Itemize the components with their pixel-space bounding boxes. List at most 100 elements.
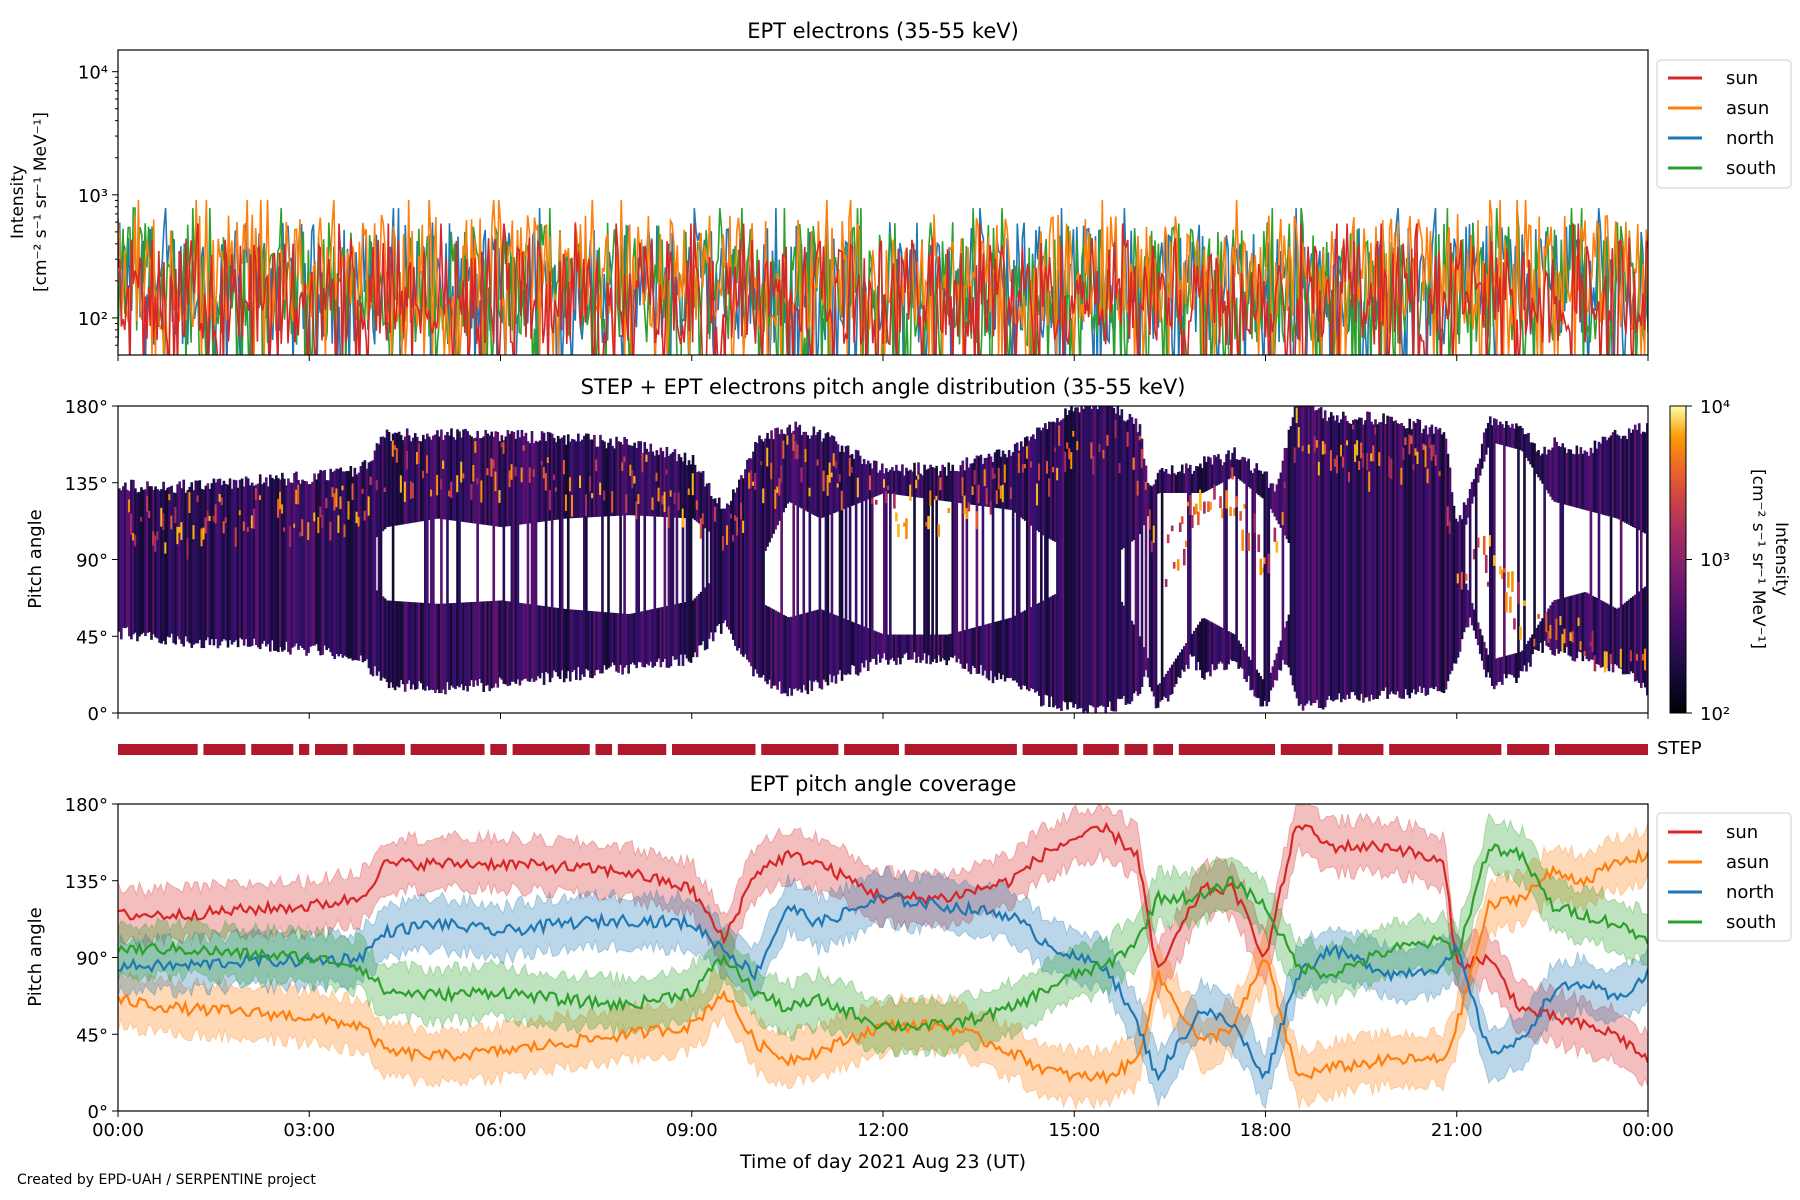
pad-heat-cell — [619, 442, 622, 665]
pad-heat-cell — [776, 486, 779, 494]
pad-heat-cell — [1579, 447, 1583, 509]
pad-heat-cell — [170, 485, 173, 634]
intensity-ylabel-line1: Intensity — [8, 165, 28, 239]
pad-heat-cell — [1368, 471, 1371, 492]
pad-heat-cell — [1148, 509, 1152, 530]
pad-heat-cell — [1589, 641, 1593, 647]
pad-heat-cell — [880, 633, 884, 659]
pad-heat-cell — [1611, 606, 1615, 673]
pad-heat-cell — [331, 487, 335, 498]
pad-heat-cell — [532, 469, 536, 477]
pad-heat-cell — [623, 456, 626, 463]
pad-heat-cell — [1591, 630, 1595, 653]
y-tick-label: 90° — [76, 949, 108, 970]
pad-heat-cell — [848, 457, 852, 477]
pad-heat-cell — [583, 435, 586, 677]
pad-heat-cell — [464, 428, 467, 523]
pad-heat-cell — [721, 535, 725, 551]
pad-heat-cell — [951, 464, 955, 658]
pad-heat-cell — [1321, 418, 1325, 710]
pad-heat-cell — [868, 475, 872, 491]
pad-heat-cell — [977, 484, 981, 504]
pad-heat-cell — [335, 488, 339, 508]
pad-heat-cell — [403, 481, 407, 502]
pad-heat-cell — [448, 490, 451, 497]
pad-heat-cell — [868, 463, 872, 663]
pad-heat-cell — [508, 470, 512, 488]
pad-heat-cell — [1036, 483, 1039, 506]
coverage-legend-box — [1656, 812, 1792, 942]
pad-heat-cell — [395, 432, 399, 526]
pad-heat-cell — [1009, 487, 1013, 500]
pad-heat-cell — [1174, 474, 1178, 493]
pad-heat-cell — [870, 498, 874, 505]
pad-heat-cell — [589, 610, 592, 678]
pad-heat-cell — [1066, 442, 1069, 449]
pad-heat-cell — [1243, 650, 1246, 680]
pad-heat-cell — [1460, 571, 1464, 590]
intensity-legend-box — [1656, 59, 1792, 189]
pad-heat-cell — [790, 432, 794, 504]
pad-heat-cell — [997, 467, 1001, 490]
pad-heat-cell — [1189, 495, 1192, 516]
pad-heat-cell — [1182, 473, 1186, 493]
pad-heat-cell — [725, 503, 729, 627]
pad-heat-cell — [345, 470, 349, 658]
pad-heat-cell — [1281, 460, 1285, 660]
pad-heat-cell — [317, 473, 320, 651]
pad-heat-cell — [577, 433, 580, 518]
step-bar-segment — [1389, 744, 1502, 755]
pad-heat-cell — [1472, 549, 1476, 560]
pad-heat-cell — [852, 458, 856, 506]
pad-heat-cell — [160, 489, 163, 644]
pad-heat-cell — [1617, 435, 1621, 520]
pad-heat-cell — [1438, 428, 1442, 692]
pad-heat-cell — [154, 535, 157, 553]
pad-heat-cell — [1605, 440, 1609, 516]
pad-heat-cell — [623, 437, 626, 668]
pad-heat-cell — [1565, 596, 1569, 648]
pad-heat-cell — [1517, 426, 1520, 678]
pad-heat-cell — [462, 602, 465, 691]
pad-heat-cell — [492, 436, 496, 688]
pad-heat-cell — [1003, 619, 1007, 682]
pad-heat-cell — [1255, 669, 1259, 698]
pad-heat-cell — [1253, 468, 1257, 697]
pad-heat-cell — [1124, 421, 1128, 705]
pad-heat-cell — [1573, 454, 1577, 508]
pad-heat-cell — [514, 466, 518, 477]
pad-heat-cell — [1426, 468, 1430, 484]
pad-heat-cell — [973, 470, 977, 485]
pad-heat-cell — [971, 463, 975, 505]
pad-heat-cell — [303, 480, 306, 650]
pad-heat-cell — [1023, 610, 1027, 686]
pad-heat-cell — [1360, 417, 1363, 694]
pad-heat-cell — [454, 439, 457, 521]
y-tick-label: 135° — [65, 872, 108, 893]
pad-heat-cell — [1541, 453, 1544, 484]
pad-heat-cell — [395, 447, 399, 463]
pad-heat-cell — [134, 488, 137, 633]
pad-heat-cell — [1199, 621, 1202, 671]
pad-heat-cell — [242, 486, 246, 646]
pad-heat-cell — [200, 488, 204, 649]
pad-heat-cell — [1253, 513, 1257, 533]
pad-heat-cell — [1072, 411, 1075, 708]
pad-heat-cell — [1301, 445, 1305, 452]
pad-heat-cell — [1086, 406, 1089, 713]
pad-heat-cell — [1637, 591, 1641, 683]
pad-heat-cell — [617, 613, 620, 673]
pad-heat-cell — [1452, 505, 1456, 664]
pad-heat-cell — [784, 615, 787, 694]
pad-heat-cell — [417, 440, 421, 522]
pad-heat-cell — [574, 441, 578, 518]
pad-heat-cell — [963, 495, 967, 515]
pad-heat-cell — [927, 515, 930, 530]
pad-heat-cell — [621, 444, 624, 516]
pad-heat-cell — [1476, 537, 1480, 548]
pad-heat-cell — [530, 431, 534, 679]
x-tick-label: 12:00 — [857, 1120, 909, 1141]
pad-heat-cell — [1191, 515, 1194, 529]
pad-heat-cell — [1621, 435, 1625, 522]
pad-heat-cell — [1176, 471, 1180, 493]
